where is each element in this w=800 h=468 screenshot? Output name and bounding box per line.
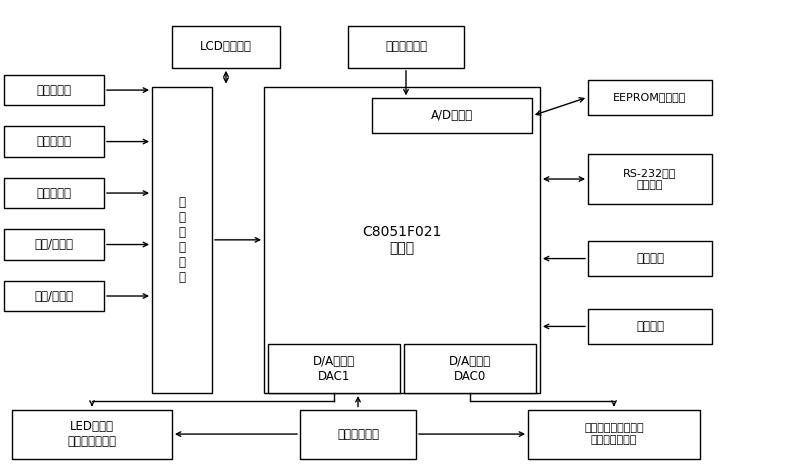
Text: 电源变换电路: 电源变换电路 xyxy=(337,428,379,440)
Text: A/D转换器: A/D转换器 xyxy=(431,110,473,122)
Text: LCD显示电路: LCD显示电路 xyxy=(200,40,252,53)
Bar xyxy=(4,178,104,208)
Text: 温度采集电路: 温度采集电路 xyxy=(385,40,427,53)
Bar xyxy=(588,309,712,344)
Bar xyxy=(404,344,536,393)
Text: 半导体制冷片恒流源
及限流保护电路: 半导体制冷片恒流源 及限流保护电路 xyxy=(584,423,644,445)
Bar xyxy=(4,75,104,105)
Text: 参数减少键: 参数减少键 xyxy=(37,187,71,199)
Text: LED恒流源
及限流保护电路: LED恒流源 及限流保护电路 xyxy=(67,420,117,448)
Bar xyxy=(264,87,540,393)
Bar xyxy=(588,154,712,204)
Bar xyxy=(348,26,464,68)
Bar xyxy=(528,410,700,459)
Bar xyxy=(12,410,172,459)
Text: C8051F021
单片机: C8051F021 单片机 xyxy=(362,225,442,255)
Text: 复位电路: 复位电路 xyxy=(636,252,664,265)
Bar xyxy=(4,281,104,311)
Bar xyxy=(152,87,212,393)
Bar xyxy=(4,229,104,260)
Bar xyxy=(372,98,532,133)
Text: 取消/返回键: 取消/返回键 xyxy=(34,290,74,302)
Text: 参数设置键: 参数设置键 xyxy=(37,84,71,96)
Text: EEPROM存储电路: EEPROM存储电路 xyxy=(614,92,686,102)
Bar xyxy=(4,126,104,157)
Text: 键
盘
接
口
电
路: 键 盘 接 口 电 路 xyxy=(178,196,186,284)
Text: D/A转换器
DAC0: D/A转换器 DAC0 xyxy=(449,355,491,382)
Bar xyxy=(172,26,280,68)
Bar xyxy=(300,410,416,459)
Bar xyxy=(588,80,712,115)
Text: 时钟电路: 时钟电路 xyxy=(636,320,664,333)
Bar xyxy=(268,344,400,393)
Text: 参数增加键: 参数增加键 xyxy=(37,135,71,148)
Text: 确认/返回键: 确认/返回键 xyxy=(34,238,74,251)
Text: RS-232通信
接口电路: RS-232通信 接口电路 xyxy=(623,168,677,190)
Text: D/A转换器
DAC1: D/A转换器 DAC1 xyxy=(313,355,355,382)
Bar xyxy=(588,241,712,276)
